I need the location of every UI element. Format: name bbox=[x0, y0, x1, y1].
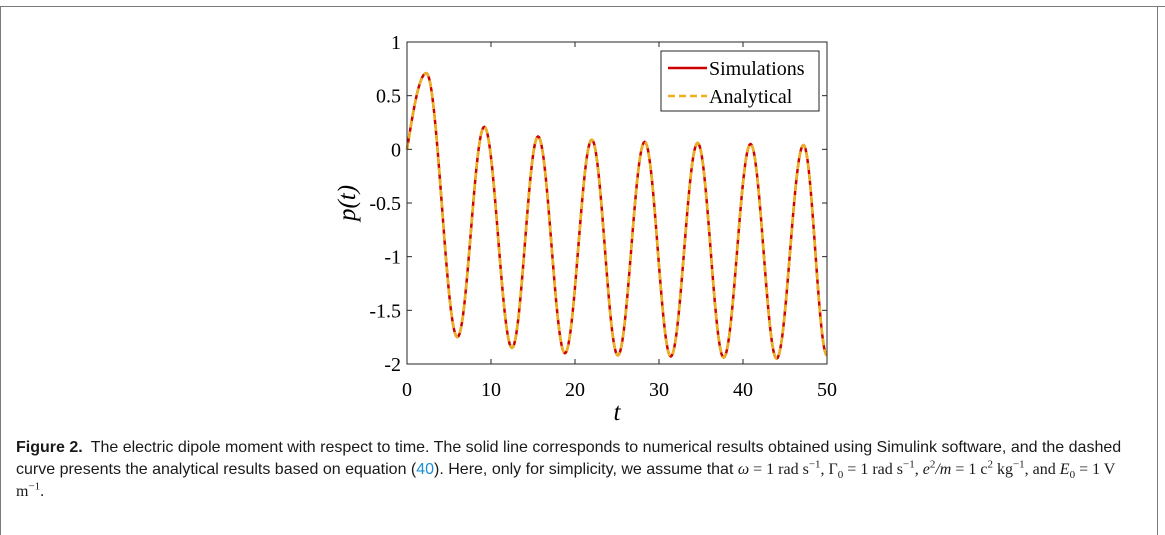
y-tick-label: 0 bbox=[391, 139, 401, 161]
omega-exp: −1 bbox=[808, 458, 821, 471]
equals-4: = bbox=[1075, 461, 1093, 478]
c-exp: 2 bbox=[987, 458, 993, 471]
series-line-analytical bbox=[405, 71, 828, 360]
m-symbol: /m bbox=[935, 461, 952, 478]
legend: Simulations Analytical bbox=[660, 50, 820, 112]
equals-1: = bbox=[749, 461, 767, 478]
gamma-exp: −1 bbox=[902, 458, 915, 471]
legend-label-analytical: Analytical bbox=[709, 86, 793, 108]
gamma-subscript: 0 bbox=[837, 469, 844, 482]
period: . bbox=[40, 483, 45, 500]
x-axis-label: t bbox=[614, 399, 622, 426]
x-tick-label: 30 bbox=[649, 379, 669, 401]
gamma-symbol: Γ bbox=[828, 461, 838, 478]
equation-reference-link[interactable]: 40 bbox=[416, 461, 435, 478]
frame-left-border bbox=[0, 6, 1, 535]
y-tick-label: -0.5 bbox=[369, 193, 401, 215]
series-line-simulations bbox=[405, 71, 828, 360]
y-axis-label: p(t) bbox=[334, 185, 361, 223]
caption-math-assumptions: ω = 1 rad s−1, Γ0 = 1 rad s−1, e2/m = 1 … bbox=[16, 458, 1116, 500]
y-axis-label-span: p(t) bbox=[334, 185, 361, 223]
y-tick-label: -2 bbox=[384, 354, 401, 376]
y-tick-label: 1 bbox=[391, 32, 401, 54]
ckg-value: 1 c bbox=[968, 461, 988, 478]
e-exp: 2 bbox=[929, 458, 936, 471]
frame-right-border bbox=[1157, 6, 1158, 535]
e-symbol: e bbox=[922, 461, 930, 478]
x-tick-label: 0 bbox=[402, 379, 412, 401]
y-axis-label-text: p(t) bbox=[334, 185, 361, 223]
caption-text-2: ). Here, only for simplicity, we assume … bbox=[434, 461, 734, 478]
E-value: 1 V m bbox=[16, 461, 1116, 500]
y-tick-label: -1.5 bbox=[369, 300, 401, 322]
figure-chart: 0 10 20 30 40 50 1 0.5 0 -0.5 -1 -1.5 -2 p(t) t Simu… bbox=[334, 32, 837, 426]
x-tick-label: 50 bbox=[817, 379, 837, 401]
x-tick-label: 40 bbox=[733, 379, 753, 401]
and-word: , and bbox=[1024, 461, 1060, 478]
frame-top-border bbox=[0, 6, 1165, 7]
comma-2: , bbox=[914, 461, 923, 478]
x-tick-label: 10 bbox=[481, 379, 501, 401]
y-tick-label: -1 bbox=[384, 247, 401, 269]
legend-label-simulations: Simulations bbox=[709, 58, 805, 80]
equals-2: = bbox=[843, 461, 861, 478]
kg-exp: −1 bbox=[1012, 458, 1025, 471]
comma-1: , bbox=[820, 461, 829, 478]
gamma-value: 1 rad s bbox=[860, 461, 903, 478]
caption-text-1: The electric dipole moment with respect … bbox=[16, 439, 1122, 478]
equals-3: = bbox=[951, 461, 969, 478]
E-subscript: 0 bbox=[1069, 469, 1076, 482]
E-symbol: E bbox=[1059, 461, 1070, 478]
omega-symbol: ω bbox=[737, 461, 750, 478]
figure-caption: Figure 2. The electric dipole moment with… bbox=[16, 437, 1136, 503]
y-tick-label: 0.5 bbox=[376, 86, 401, 108]
caption-label: Figure 2. bbox=[16, 439, 83, 456]
E-exp: −1 bbox=[28, 480, 41, 493]
omega-value: 1 rad s bbox=[766, 461, 809, 478]
kg-unit: kg bbox=[992, 461, 1013, 478]
x-tick-label: 20 bbox=[565, 379, 585, 401]
legend-box bbox=[660, 50, 820, 112]
